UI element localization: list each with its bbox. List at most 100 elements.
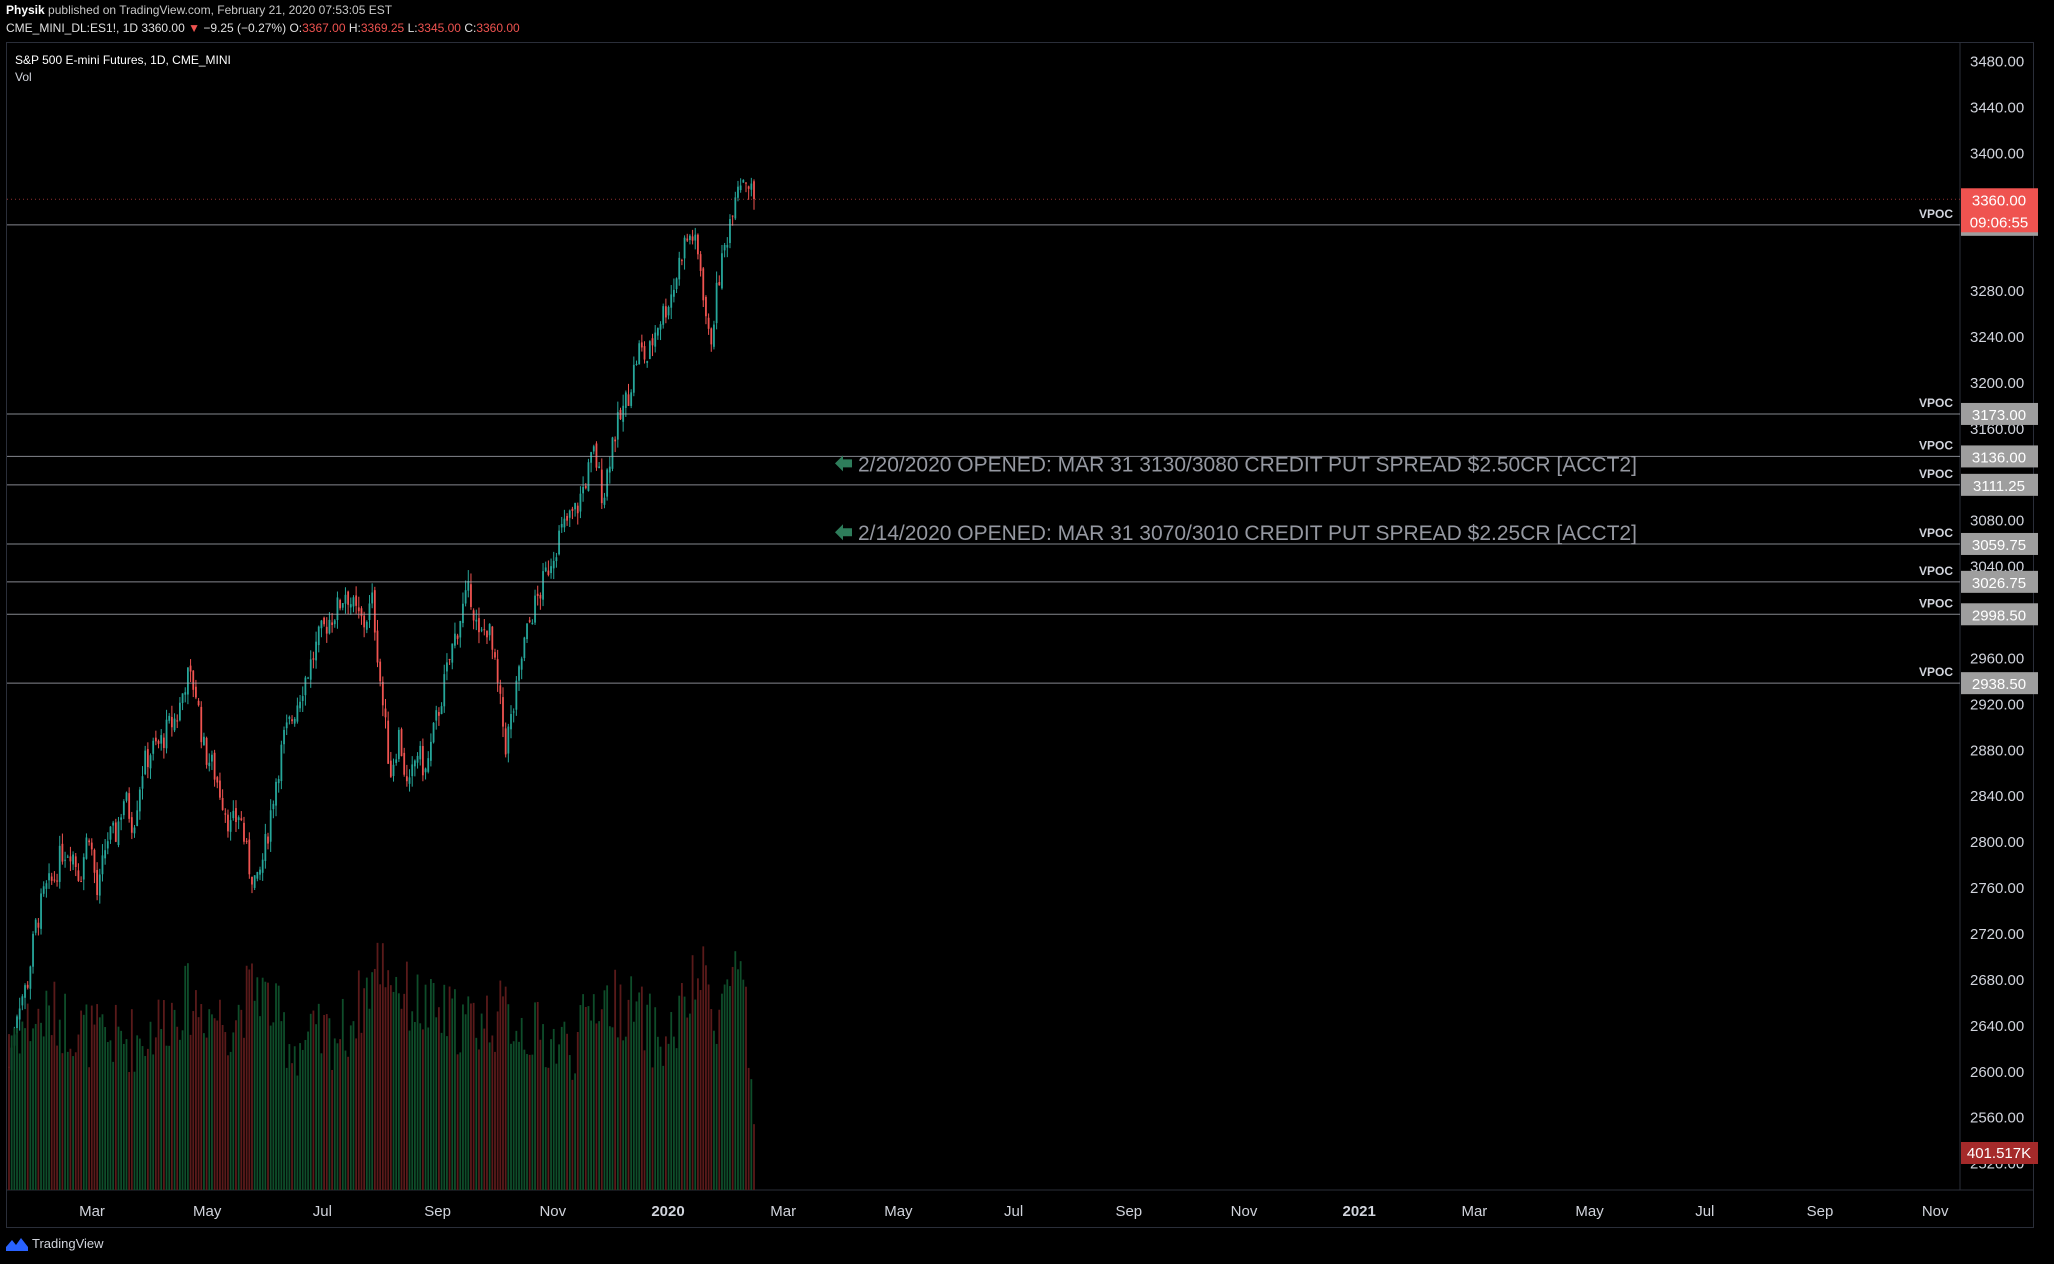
candle-body xyxy=(411,764,414,777)
candle-body xyxy=(349,604,352,608)
candle-body xyxy=(539,594,542,599)
volume-bar xyxy=(411,1011,414,1190)
vpoc-label: VPOC xyxy=(1919,467,1953,481)
candle-body xyxy=(387,720,390,764)
annotation-text: 2/14/2020 OPENED: MAR 31 3070/3010 CREDI… xyxy=(858,522,1637,545)
chart-frame[interactable] xyxy=(6,42,2034,1228)
candle-body xyxy=(486,630,488,638)
volume-bar xyxy=(421,1029,424,1190)
candle-body xyxy=(136,810,139,826)
volume-bar xyxy=(494,1051,496,1190)
candle-body xyxy=(312,658,315,660)
candle-body xyxy=(563,518,566,528)
candle-body xyxy=(61,843,64,862)
volume-bar xyxy=(702,946,705,1190)
candle-body xyxy=(195,686,197,698)
candle-body xyxy=(729,219,731,243)
candle-body xyxy=(512,711,515,713)
vpoc-price-tag xyxy=(1961,445,2038,468)
candle-body xyxy=(547,570,550,575)
candle-body xyxy=(232,810,235,819)
volume-bar xyxy=(53,981,56,1190)
candle-body xyxy=(227,814,229,832)
volume-bar xyxy=(691,955,694,1190)
candle-body xyxy=(432,722,435,743)
volume-bar xyxy=(307,1031,309,1190)
candle-body xyxy=(715,282,718,324)
candle-body xyxy=(504,728,507,755)
volume-bar xyxy=(133,1071,136,1190)
volume-bar xyxy=(157,999,160,1190)
volume-bar xyxy=(638,992,641,1190)
candle-body xyxy=(697,234,699,255)
volume-bar xyxy=(251,963,253,1190)
candle-body xyxy=(301,696,304,702)
candle-body xyxy=(552,560,555,569)
volume-bar xyxy=(288,1044,291,1190)
y-tick-label: 2920.00 xyxy=(1970,696,2024,713)
volume-bar xyxy=(694,999,697,1190)
volume-bar xyxy=(462,1004,464,1190)
candle-body xyxy=(48,873,50,881)
vpoc-price-tag-text: 3059.75 xyxy=(1972,537,2026,554)
candle-body xyxy=(291,719,293,722)
y-tick-label: 3080.00 xyxy=(1970,513,2024,530)
candle-body xyxy=(85,837,88,859)
volume-bar xyxy=(229,1051,232,1190)
candle-body xyxy=(56,880,58,882)
tradingview-logo-icon[interactable] xyxy=(6,1237,28,1251)
candle-body xyxy=(267,836,269,844)
volume-bar xyxy=(672,1036,675,1190)
volume-bar xyxy=(85,1004,88,1190)
volume-bar xyxy=(24,1028,26,1190)
volume-bar xyxy=(138,1038,141,1190)
candle-body xyxy=(499,685,502,694)
x-tick-label: Jul xyxy=(313,1203,332,1220)
volume-bar xyxy=(170,1002,173,1190)
y-tick-label: 2680.00 xyxy=(1970,972,2024,989)
candle-body xyxy=(283,729,285,745)
candle-body xyxy=(659,324,662,330)
volume-bar xyxy=(432,982,435,1190)
candle-body xyxy=(705,296,707,317)
candle-body xyxy=(365,621,368,630)
legend-volume: Vol xyxy=(15,70,32,84)
volume-tag-text: 401.517K xyxy=(1967,1145,2031,1162)
candle-body xyxy=(173,718,176,731)
volume-bar xyxy=(176,1026,179,1190)
volume-bar xyxy=(611,1027,614,1190)
volume-bar xyxy=(50,1035,53,1190)
candle-body xyxy=(654,332,657,347)
x-tick-label: May xyxy=(1575,1203,1604,1220)
candle-body xyxy=(160,735,163,744)
y-tick-label: 2880.00 xyxy=(1970,742,2024,759)
candle-body xyxy=(170,716,173,728)
volume-bar xyxy=(616,1037,619,1190)
candle-body xyxy=(448,659,451,661)
volume-bar xyxy=(566,1033,568,1190)
volume-bar xyxy=(451,998,454,1190)
volume-bar xyxy=(731,966,734,1190)
y-tick-label: 2640.00 xyxy=(1970,1018,2024,1035)
volume-bar xyxy=(261,977,264,1190)
candle-body xyxy=(723,244,726,251)
candle-body xyxy=(619,409,622,420)
vpoc-label: VPOC xyxy=(1919,438,1953,452)
candle-body xyxy=(413,760,416,767)
volume-bar xyxy=(293,1046,296,1190)
vpoc-label: VPOC xyxy=(1919,396,1953,410)
footer-brand[interactable]: TradingView xyxy=(32,1236,104,1251)
volume-bar xyxy=(280,1021,283,1190)
volume-bar xyxy=(427,1027,430,1190)
volume-bar xyxy=(456,1054,459,1190)
publisher-name[interactable]: Physik xyxy=(6,3,45,17)
candle-body xyxy=(243,822,245,842)
candle-body xyxy=(200,706,203,743)
candle-body xyxy=(138,789,141,812)
candle-body xyxy=(37,922,40,928)
volume-bar xyxy=(640,986,643,1190)
y-tick-label: 3280.00 xyxy=(1970,283,2024,300)
volume-bar xyxy=(552,1028,555,1190)
volume-bar xyxy=(389,985,392,1190)
